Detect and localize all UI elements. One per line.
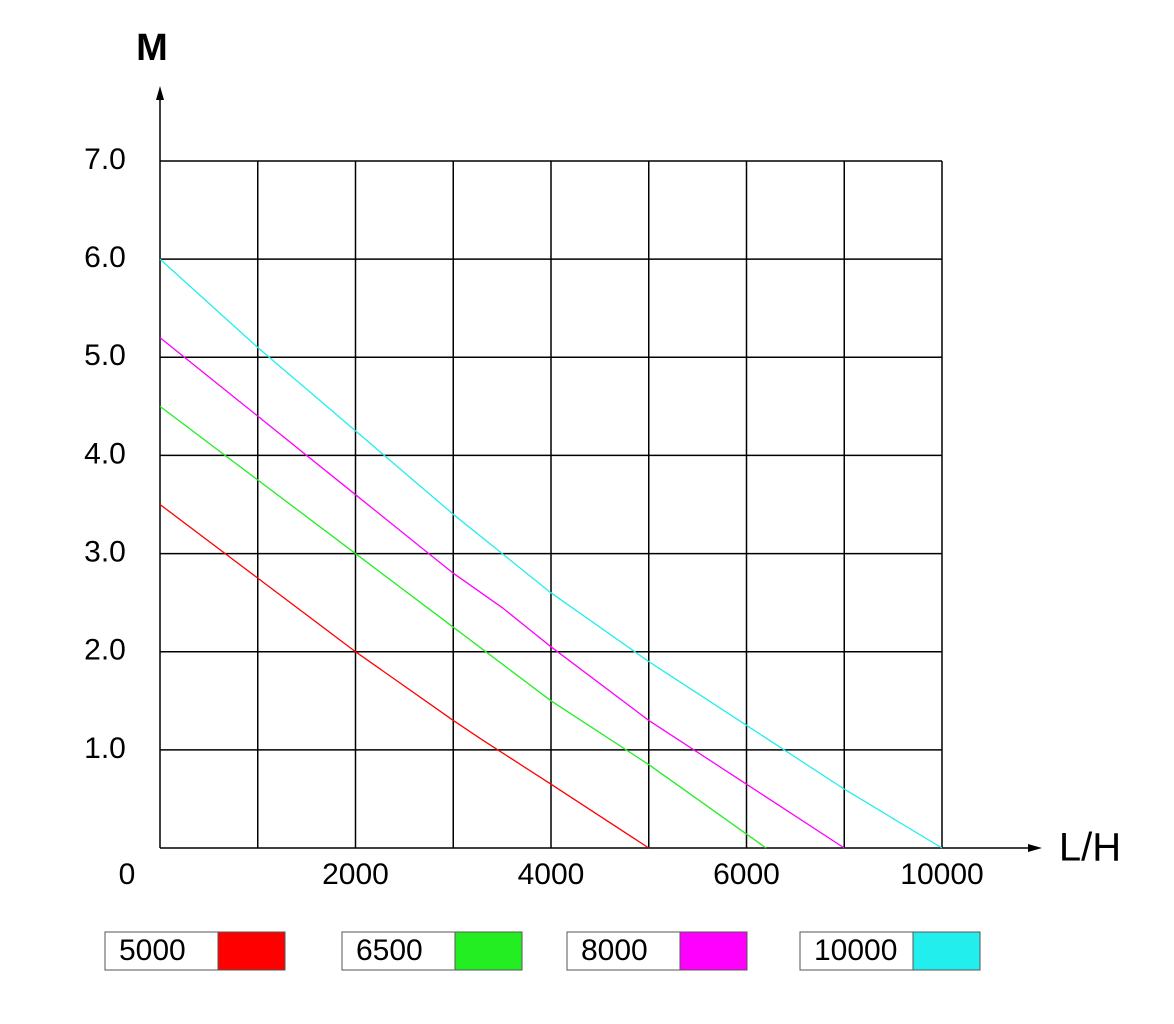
y-tick-label: 1.0	[84, 732, 126, 765]
y-tick-label: 5.0	[84, 339, 126, 372]
legend-label: 6500	[356, 934, 423, 967]
y-tick-label: 4.0	[84, 437, 126, 470]
x-axis-arrow	[1028, 844, 1042, 852]
legend-swatch	[912, 931, 981, 971]
legend-label: 10000	[814, 934, 897, 967]
y-tick-label: 7.0	[84, 143, 126, 176]
x-axis-label: L/H	[1059, 826, 1121, 870]
legend-swatch	[217, 931, 286, 971]
x-tick-label: 4000	[518, 858, 585, 891]
y-tick-label: 3.0	[84, 535, 126, 568]
legend-box	[341, 931, 456, 971]
legend-box	[566, 931, 681, 971]
y-axis-arrow	[156, 86, 164, 100]
y-axis-label: M	[136, 27, 168, 69]
x-tick-label: 6000	[713, 858, 780, 891]
legend-swatch	[679, 931, 748, 971]
legend-swatch	[454, 931, 523, 971]
y-tick-label: 2.0	[84, 634, 126, 667]
series-line	[159, 503, 650, 849]
series-line	[159, 258, 943, 849]
x-tick-label: 0	[119, 858, 136, 891]
legend-box	[104, 931, 219, 971]
x-tick-label: 10000	[900, 858, 983, 891]
legend-label: 5000	[119, 934, 186, 967]
legend-box	[799, 931, 914, 971]
y-tick-label: 6.0	[84, 241, 126, 274]
x-tick-label: 2000	[322, 858, 389, 891]
series-line	[159, 337, 845, 849]
series-line	[159, 405, 767, 849]
legend-label: 8000	[581, 934, 648, 967]
